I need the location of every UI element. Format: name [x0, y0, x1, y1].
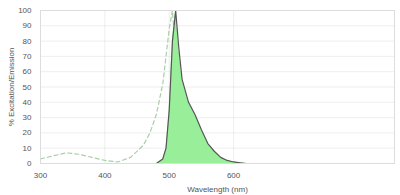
svg-text:60: 60: [23, 67, 32, 76]
svg-text:50: 50: [23, 83, 32, 92]
svg-text:100: 100: [18, 6, 32, 15]
svg-text:10: 10: [23, 144, 32, 153]
svg-text:500: 500: [163, 171, 177, 180]
svg-text:% Excitation/Emission: % Excitation/Emission: [7, 48, 16, 127]
svg-text:90: 90: [23, 21, 32, 30]
svg-text:0: 0: [27, 159, 32, 168]
svg-text:70: 70: [23, 52, 32, 61]
svg-text:40: 40: [23, 98, 32, 107]
svg-text:80: 80: [23, 37, 32, 46]
svg-text:30: 30: [23, 113, 32, 122]
svg-text:20: 20: [23, 128, 32, 137]
svg-text:400: 400: [98, 171, 112, 180]
svg-text:300: 300: [34, 171, 48, 180]
svg-text:Wavelength (nm): Wavelength (nm): [187, 185, 248, 194]
svg-text:600: 600: [227, 171, 241, 180]
